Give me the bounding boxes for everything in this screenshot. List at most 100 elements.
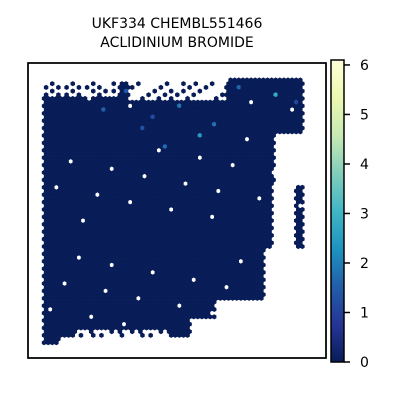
hexbin-cell [265, 136, 270, 142]
hexbin-cell [132, 266, 137, 272]
hexbin-cell [193, 214, 198, 220]
hexbin-cell [265, 210, 270, 216]
hexbin-cell [269, 210, 274, 216]
hexbin-cell [68, 321, 73, 327]
hexbin-cell [300, 88, 305, 94]
hexbin-cell [82, 169, 88, 176]
hexbin-cell [183, 144, 188, 150]
hexbin-cell [47, 292, 53, 298]
hexbin-cell [119, 258, 125, 264]
hexbin-cell [179, 136, 184, 142]
hexbin-cell [86, 155, 92, 161]
hexbin-cell [230, 273, 235, 279]
hexbin-cell [127, 177, 133, 183]
hexbin-cell [197, 310, 203, 316]
hexbin-cell [166, 158, 172, 164]
hexbin-cell [255, 214, 260, 220]
hexbin-cell [252, 262, 258, 268]
hexbin-cell [66, 280, 71, 287]
hexbin-cell [199, 299, 205, 305]
hexbin-cell [93, 144, 98, 150]
hexbin-cell [43, 188, 49, 194]
hexbin-cell [248, 181, 254, 187]
hexbin-cell [232, 240, 237, 246]
hexbin-cell [179, 144, 184, 150]
hexbin-cell [113, 255, 119, 261]
hexbin-cell [41, 155, 47, 161]
hexbin-cell [52, 232, 57, 238]
hexbin-cell [228, 84, 233, 90]
hexbin-cell [166, 181, 172, 187]
hexbin-cell [52, 292, 57, 298]
hexbin-cell [162, 188, 168, 194]
hexbin-cell [41, 177, 47, 183]
hexbin-cell [203, 166, 209, 172]
hexbin-cell [187, 181, 192, 187]
hexbin-cell [269, 151, 274, 157]
hexbin-cell [66, 236, 71, 242]
hexbin-cell [111, 103, 116, 109]
hexbin-cell [109, 314, 114, 320]
hexbin-cell [222, 295, 227, 301]
hexbin-cell [101, 173, 106, 179]
hexbin-cell [160, 110, 166, 116]
hexbin-cell [166, 306, 172, 312]
hexbin-cell [91, 206, 96, 213]
hexbin-cell [242, 118, 248, 124]
hexbin-cell [91, 214, 96, 220]
hexbin-cell [109, 144, 114, 150]
hexbin-cell [117, 329, 123, 335]
hexbin-cell [111, 192, 116, 198]
hexbin-cell [166, 262, 172, 268]
hexbin-cell [158, 232, 164, 238]
hexbin-cell [252, 203, 258, 209]
hexbin-cell [78, 325, 84, 331]
hexbin-cell [177, 229, 182, 235]
hexbin-cell [179, 321, 184, 327]
hexbin-cell [148, 103, 153, 109]
hexbin-cell [214, 229, 219, 235]
hexbin-cell [41, 206, 47, 213]
hexbin-cell [66, 132, 71, 139]
hexbin-cell [187, 269, 192, 275]
hexbin-cell [185, 243, 190, 250]
hexbin-cell [207, 121, 213, 127]
hexbin-cell [197, 229, 203, 235]
hexbin-cell [248, 136, 254, 142]
hexbin-cell [218, 295, 223, 301]
hexbin-cell [191, 92, 196, 98]
hexbin-cell [216, 277, 221, 283]
hexbin-cell [107, 229, 112, 235]
hexbin-cell [125, 284, 131, 290]
hexbin-cell [183, 232, 188, 238]
hexbin-cell [140, 199, 145, 205]
hexbin-cell [123, 266, 129, 272]
hexbin-cell [261, 121, 266, 127]
hexbin-cell [125, 92, 131, 98]
hexbin-cell [68, 129, 73, 135]
hexbin-cell [170, 195, 176, 201]
hexbin-cell [197, 236, 203, 242]
hexbin-cell [158, 225, 164, 231]
hexbin-cell [105, 114, 110, 120]
hexbin-cell [123, 229, 129, 235]
hexbin-cell [226, 177, 231, 183]
hexbin-cell [47, 321, 53, 327]
hexbin-cell [117, 144, 123, 150]
hexbin-cell [41, 221, 47, 227]
hexbin-cell [257, 255, 262, 261]
hexbin-cell [101, 144, 106, 150]
hexbin-cell [273, 77, 278, 83]
hexbin-cell [189, 295, 194, 301]
hexbin-cell [72, 151, 78, 157]
hexbin-cell [78, 332, 84, 338]
hexbin-cell [207, 158, 213, 164]
hexbin-cell [109, 232, 114, 238]
hexbin-cell [76, 144, 82, 150]
hexbin-cell [242, 229, 248, 235]
hexbin-cell [160, 199, 166, 205]
hexbin-cell [154, 144, 160, 150]
hexbin-cell [125, 255, 131, 261]
hexbin-cell [60, 195, 65, 201]
hexbin-cell [45, 221, 51, 227]
